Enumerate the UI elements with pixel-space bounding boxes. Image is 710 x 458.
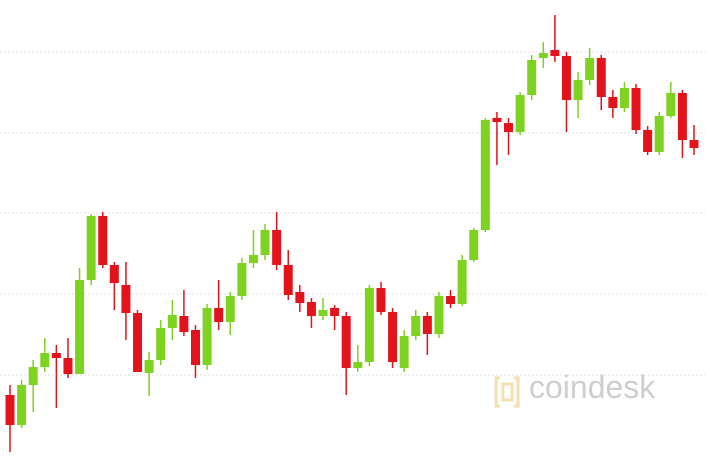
candle-body: [190, 330, 200, 365]
candle-body: [156, 328, 166, 360]
candle-body: [469, 230, 479, 260]
watermark-logo: [494, 376, 520, 408]
candle-body: [341, 316, 351, 368]
candle-body: [283, 265, 293, 295]
candle-body: [457, 260, 467, 304]
candle-body: [446, 296, 456, 304]
candle-body: [202, 308, 212, 365]
candle-body: [17, 385, 27, 425]
candle-body: [561, 56, 571, 100]
candle-body: [179, 316, 189, 332]
candle-body: [631, 88, 641, 130]
candle-body: [167, 315, 177, 328]
candle-body: [306, 302, 316, 316]
candle-body: [666, 93, 676, 116]
candle-body: [51, 353, 61, 358]
candle-body: [144, 360, 154, 373]
candle-body: [492, 118, 502, 122]
candle-body: [248, 255, 258, 263]
candle-body: [689, 140, 699, 148]
grid: [0, 51, 705, 376]
candle-body: [550, 50, 560, 56]
candle-body: [677, 93, 687, 140]
candle-body: [133, 313, 143, 372]
watermark: coindesk: [529, 369, 656, 405]
candle-body: [364, 288, 374, 362]
logo-center: [501, 382, 514, 402]
candle-body: [109, 265, 119, 283]
candle-body: [608, 97, 618, 108]
candle-body: [434, 296, 444, 334]
candle-body: [422, 316, 432, 334]
candle-body: [411, 316, 421, 336]
candle-body: [75, 280, 85, 374]
candle-body: [399, 336, 409, 368]
candle-body: [63, 358, 73, 374]
candle-body: [585, 58, 595, 80]
candle-body: [353, 362, 363, 368]
candle-body: [654, 116, 664, 152]
candle-body: [388, 312, 398, 362]
candle-body: [295, 292, 305, 303]
candle-body: [98, 216, 108, 265]
candle-body: [596, 58, 606, 97]
candle-body: [480, 120, 490, 230]
candle-body: [121, 285, 131, 313]
candle-body: [86, 216, 96, 280]
candle-body: [225, 296, 235, 322]
candle-body: [260, 230, 270, 255]
candle-body: [272, 230, 282, 265]
candle-body: [504, 123, 514, 132]
candle-body: [573, 80, 583, 100]
candle-body: [237, 263, 247, 296]
candle-body: [527, 60, 537, 95]
candle-body: [28, 367, 38, 385]
candle-body: [330, 308, 340, 316]
candle-body: [619, 88, 629, 108]
candles: [5, 15, 699, 452]
candle-body: [5, 395, 15, 425]
candle-body: [318, 310, 328, 316]
candle-body: [515, 95, 525, 132]
candle-body: [40, 353, 50, 367]
candle-body: [214, 308, 224, 322]
candle-body: [538, 53, 548, 58]
logo-frame: [494, 376, 520, 408]
candle-body: [643, 130, 653, 152]
candle-body: [376, 288, 386, 312]
